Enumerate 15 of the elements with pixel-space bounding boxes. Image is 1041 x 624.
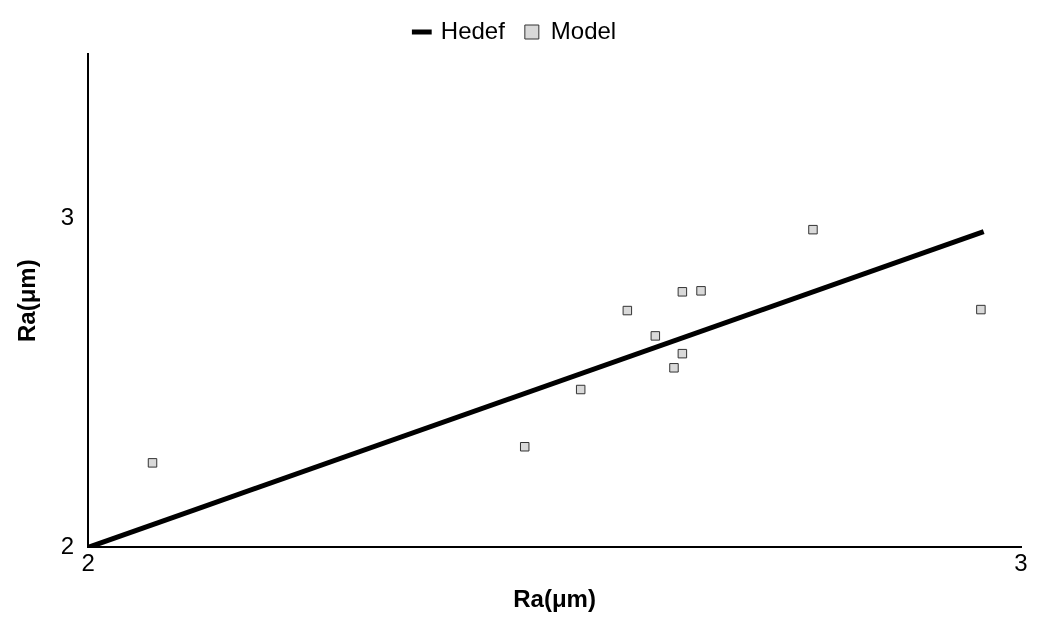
legend-label: Model [550, 16, 617, 44]
y-axis-title: Ra(μm) [13, 259, 41, 343]
point [622, 305, 633, 316]
point [976, 304, 986, 315]
point [677, 348, 688, 359]
x-axis-title: Ra(μm) [513, 585, 596, 613]
legend-label: Hedef [440, 16, 506, 44]
point [650, 331, 661, 341]
point [147, 458, 158, 468]
point [669, 363, 679, 373]
point [696, 286, 706, 296]
point [575, 384, 586, 395]
point [808, 224, 818, 235]
point [519, 442, 530, 452]
point [677, 287, 688, 297]
